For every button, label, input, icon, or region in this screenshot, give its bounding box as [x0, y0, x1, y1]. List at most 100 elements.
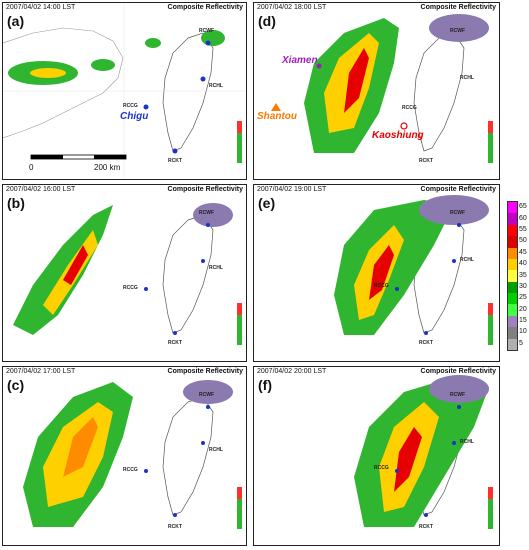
legend-swatch	[508, 338, 517, 350]
panel-label: (e)	[258, 195, 276, 211]
station-label-rccg: RCCG	[123, 285, 138, 291]
panel-title: Composite Reflectivity	[420, 186, 496, 193]
panel-title: Composite Reflectivity	[167, 4, 243, 11]
panel-f: 2007/04/02 20:00 LST Composite Reflectiv…	[253, 366, 500, 546]
station-label-rchl: RCHL	[460, 257, 474, 263]
colorbar-mini-a	[237, 121, 242, 163]
station-label-rckt: RCKT	[419, 158, 433, 164]
legend-swatch	[508, 281, 517, 294]
panel-label: (d)	[258, 13, 276, 29]
map-e	[334, 195, 493, 345]
legend-swatch	[508, 327, 517, 339]
station-label-rckt: RCKT	[419, 524, 433, 530]
station-label-rccg: RCCG	[402, 105, 417, 111]
station-label-rccg: RCCG	[123, 467, 138, 473]
city-kaoshiung: Kaoshiung	[372, 130, 424, 141]
legend-swatch	[508, 213, 517, 225]
panel-label: (a)	[7, 13, 25, 29]
station-label-rccg: RCCG	[374, 465, 389, 471]
grid-lines	[3, 3, 246, 179]
legend-swatch	[508, 293, 517, 305]
legend-tick-label: 50	[519, 237, 527, 245]
legend-tick-label: 40	[519, 260, 527, 268]
station-dot-rckt	[172, 148, 178, 154]
panel-label: (c)	[7, 377, 25, 393]
station-dot-rchl	[200, 76, 206, 82]
legend-tick-label: 25	[519, 294, 527, 302]
station-label-rchl: RCHL	[460, 439, 474, 445]
station-label-rckt: RCKT	[168, 524, 182, 530]
panel-time: 2007/04/02 16:00 LST	[6, 186, 76, 193]
panel-title: Composite Reflectivity	[420, 4, 496, 11]
station-label-rchl: RCHL	[209, 83, 223, 89]
legend-tick-label: 45	[519, 248, 527, 256]
legend-tick-label: 30	[519, 282, 527, 290]
legend-swatch	[508, 270, 517, 282]
station-label-rckt: RCKT	[168, 158, 182, 164]
station-label-rcwf: RCWF	[450, 210, 465, 216]
legend-tick-label: 20	[519, 305, 527, 313]
legend-swatch	[508, 304, 517, 316]
panel-title: Composite Reflectivity	[167, 186, 243, 193]
station-label-rcwf: RCWF	[199, 28, 214, 34]
panel-label: (b)	[7, 195, 25, 211]
station-label-rckt: RCKT	[419, 340, 433, 346]
panel-c: 2007/04/02 17:00 LST Composite Reflectiv…	[2, 366, 247, 546]
legend-colorbar	[507, 201, 518, 351]
panel-time: 2007/04/02 14:00 LST	[6, 4, 76, 11]
station-dot-rccg	[143, 104, 149, 110]
station-label-rcwf: RCWF	[199, 210, 214, 216]
coastline-mainland	[3, 27, 124, 139]
map-a	[3, 3, 246, 179]
legend-tick-label: 60	[519, 214, 527, 222]
station-label-rchl: RCHL	[460, 75, 474, 81]
station-label-rcwf: RCWF	[450, 392, 465, 398]
legend-tick-label: 5	[519, 339, 523, 347]
panel-time: 2007/04/02 20:00 LST	[257, 368, 327, 375]
station-label-rcwf: RCWF	[450, 28, 465, 34]
map-d	[271, 14, 493, 163]
legend-tick-label: 55	[519, 225, 527, 233]
panel-d: 2007/04/02 18:00 LST Composite Reflectiv…	[253, 2, 500, 180]
map-b	[13, 203, 242, 345]
panel-time: 2007/04/02 18:00 LST	[257, 4, 327, 11]
panel-title: Composite Reflectivity	[420, 368, 496, 375]
legend-tick-label: 10	[519, 328, 527, 336]
legend-swatch	[508, 224, 517, 237]
city-xiamen: Xiamen	[282, 55, 318, 66]
station-label-rckt: RCKT	[168, 340, 182, 346]
legend-tick-label: 35	[519, 271, 527, 279]
taiwan-outline	[162, 32, 214, 152]
scale-end: 200 km	[94, 163, 121, 172]
legend-tick-label: 15	[519, 317, 527, 325]
city-chigu: Chigu	[120, 111, 149, 122]
city-shantou: Shantou	[257, 111, 297, 122]
city-marker-shantou	[271, 103, 281, 111]
reflectivity-legend: 65 60 55 50 45 40 35 30 25 20 15 10 5	[505, 201, 529, 351]
panel-b: 2007/04/02 16:00 LST Composite Reflectiv…	[2, 184, 247, 362]
panel-time: 2007/04/02 17:00 LST	[6, 368, 76, 375]
station-label-rccg: RCCG	[123, 103, 138, 109]
station-label-rchl: RCHL	[209, 447, 223, 453]
map-c	[23, 380, 242, 529]
station-label-rchl: RCHL	[209, 265, 223, 271]
panel-a: 2007/04/02 14:00 LST Composite Reflectiv…	[2, 2, 247, 180]
station-label-rccg: RCCG	[374, 283, 389, 289]
station-label-rcwf: RCWF	[199, 392, 214, 398]
city-marker-kaoshiung	[400, 122, 408, 130]
station-dot-rcwf	[205, 40, 211, 46]
legend-swatch	[508, 247, 517, 259]
echo-cluster-a1	[8, 30, 225, 85]
scale-start: 0	[29, 163, 34, 172]
legend-tick-label: 65	[519, 203, 527, 211]
panel-e: 2007/04/02 19:00 LST Composite Reflectiv…	[253, 184, 500, 362]
legend-swatch	[508, 315, 517, 328]
panel-title: Composite Reflectivity	[167, 368, 243, 375]
legend-swatch	[508, 236, 517, 248]
city-marker-xiamen	[316, 63, 322, 69]
panel-time: 2007/04/02 19:00 LST	[257, 186, 327, 193]
legend-swatch	[508, 258, 517, 271]
legend-swatch	[508, 202, 517, 214]
map-f	[354, 375, 493, 529]
panel-label: (f)	[258, 377, 272, 393]
